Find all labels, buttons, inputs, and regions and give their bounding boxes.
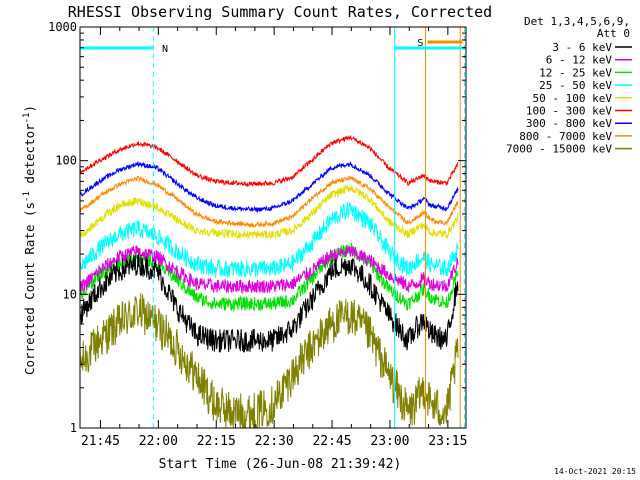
legend-label: 6 - 12 keV [546,54,613,67]
legend-label: 12 - 25 keV [539,66,612,79]
y-axis-label-exp1: -1 [22,191,32,202]
y-axis-label: Corrected Count Rate (s-1 detector-1) [22,105,37,375]
x-tick-label: 22:30 [255,434,294,449]
x-tick-label: 23:00 [370,434,409,449]
plot-area: NS [80,27,466,428]
legend-label: 3 - 6 keV [552,41,612,54]
legend-label: 25 - 50 keV [539,79,612,92]
x-tick-label: 23:15 [428,434,467,449]
legend-label: 7000 - 15000 keV [506,143,612,156]
y-tick-label: 10 [63,287,77,301]
chart-title: RHESSI Observing Summary Count Rates, Co… [68,3,492,21]
y-axis-label-end: ) [22,105,37,113]
y-axis-label-exp2: -1 [22,113,32,124]
x-tick-label: 21:45 [81,434,120,449]
legend-label: 800 - 7000 keV [519,130,612,143]
y-tick-label: 100 [55,154,77,168]
axes: 1 10 100 1000 21:45 22:00 22:15 22:30 22:45 23:00… [48,20,467,449]
x-tick-label: 22:45 [312,434,351,449]
legend-header: Det 1,3,4,5,6,9,Att 0 [524,15,630,40]
legend-label: 50 - 100 keV [533,92,613,105]
flag-label-n: N [162,44,168,55]
series-line-25-50keV-kev [80,201,459,278]
footer-timestamp: 14-Oct-2021 20:15 [554,467,636,476]
y-tick-label: 1 [70,421,77,435]
legend-label: 300 - 800 keV [526,117,612,130]
y-axis-label-main: Corrected Count Rate (s [22,202,37,375]
legend-header-line: Att 0 [597,27,630,40]
legend-header-line: Det 1,3,4,5,6,9, [524,15,630,28]
series-line-300-800keV-kev [80,161,459,214]
y-axis-label-mid: detector [22,123,37,191]
plot-frame [79,26,467,429]
x-axis-label: Start Time (26-Jun-08 21:39:42) [159,457,402,472]
x-tick-label: 22:15 [197,434,236,449]
series-line-7000-15000keV-kev [80,293,459,428]
y-tick-label: 1000 [48,20,77,34]
legend-label: 100 - 300 keV [526,105,612,118]
x-tick-label: 22:00 [139,434,178,449]
flag-label-s: S [417,38,423,49]
